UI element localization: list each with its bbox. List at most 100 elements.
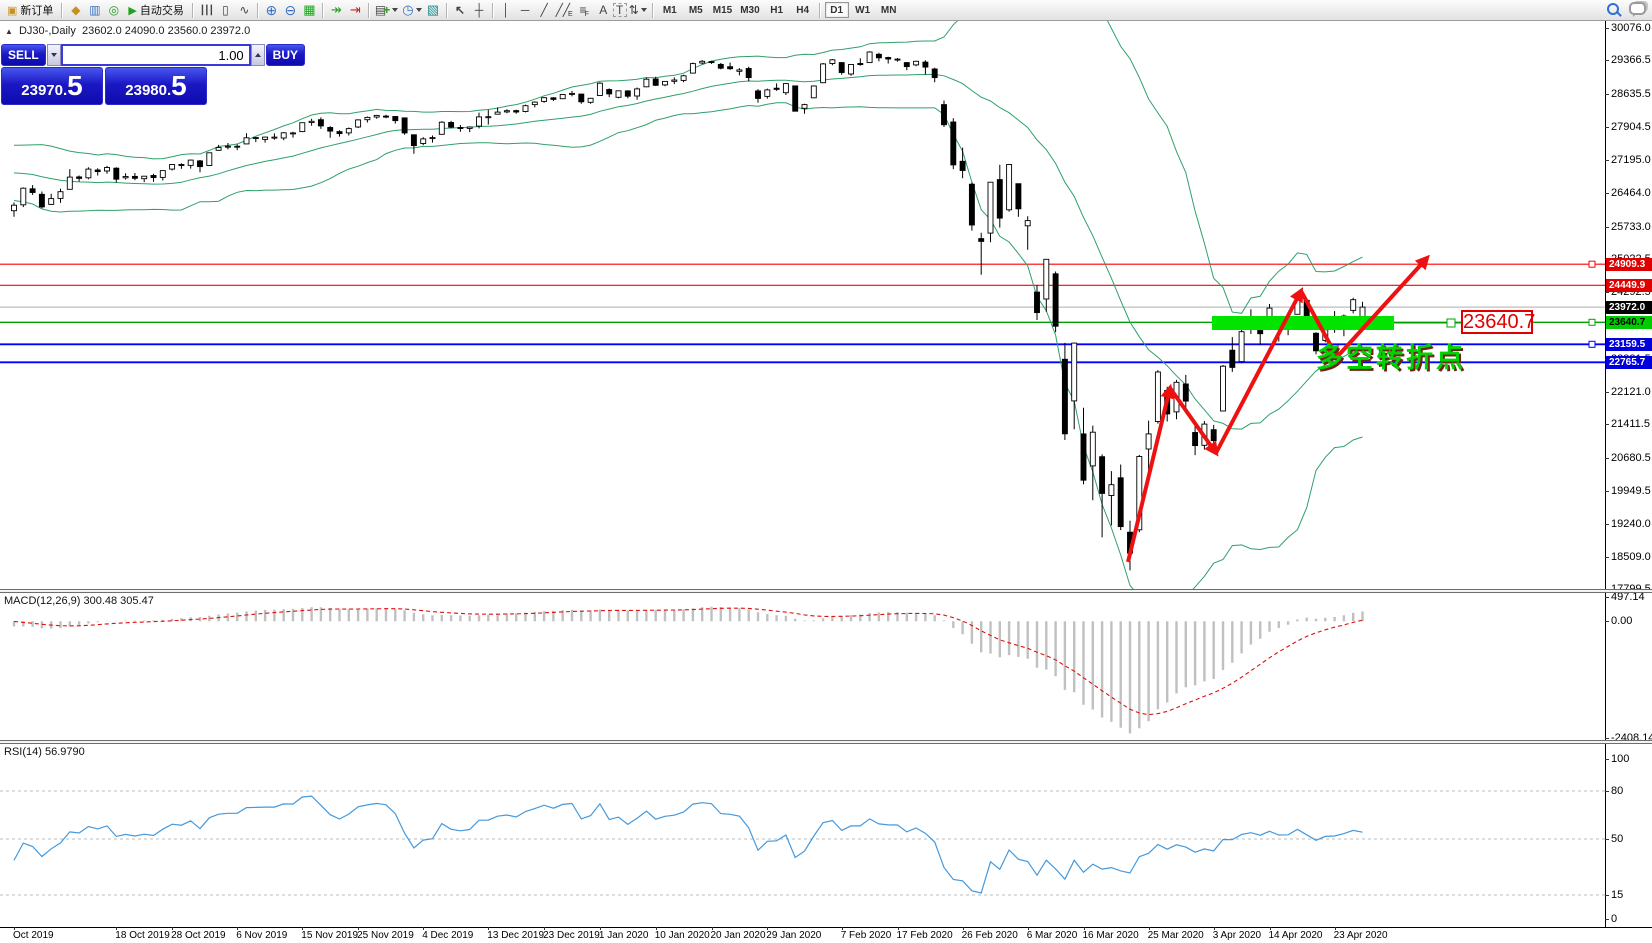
volume-increase-button[interactable] xyxy=(250,44,265,66)
ticket-icon[interactable]: ◆ xyxy=(66,1,85,19)
buy-price-button[interactable]: 23980. 5 xyxy=(105,67,207,105)
new-order-button[interactable]: ▣ 新订单 xyxy=(2,1,58,19)
indicators-button[interactable]: ▤ + xyxy=(373,1,400,19)
price-tick-mark xyxy=(1605,424,1609,426)
line-handle[interactable] xyxy=(1588,260,1596,268)
buy-price-big-digit: 5 xyxy=(171,70,187,101)
line-handle[interactable] xyxy=(1588,340,1596,348)
tile-windows-icon[interactable]: ▦ xyxy=(300,1,319,19)
price-tick-mark xyxy=(1605,226,1609,228)
fibonacci-tool-icon[interactable]: ≡ F xyxy=(575,1,594,19)
divider xyxy=(321,2,324,18)
price-tick-mark xyxy=(1605,457,1609,459)
autotrading-button[interactable]: ▶ 自动交易 xyxy=(123,1,188,19)
triangle-down-icon xyxy=(50,53,57,57)
price-tick-mark xyxy=(1605,556,1609,558)
timeframe-mn[interactable]: MN xyxy=(877,2,901,18)
date-tick-label: 6 Nov 2019 xyxy=(236,930,288,941)
rsi-tick-mark xyxy=(1605,759,1609,760)
crosshair-icon[interactable]: ┼ xyxy=(470,1,489,19)
rsi-tick-label: 100 xyxy=(1611,753,1630,765)
search-icon[interactable] xyxy=(1607,2,1619,15)
buy-button[interactable]: BUY xyxy=(265,44,306,66)
timeframe-m1[interactable]: M1 xyxy=(658,2,682,18)
date-tick-label: 17 Feb 2020 xyxy=(896,930,953,941)
label-tool-icon[interactable]: T xyxy=(612,3,627,17)
date-tick-label: 29 Jan 2020 xyxy=(766,930,822,941)
sell-button[interactable]: SELL xyxy=(1,44,46,66)
trendline-tool-icon[interactable]: ╱ xyxy=(535,1,554,19)
line-handle[interactable] xyxy=(1588,318,1596,326)
date-tick-label: Oct 2019 xyxy=(13,930,54,941)
auto-scroll-icon[interactable]: ↠ xyxy=(327,1,346,19)
divider xyxy=(651,2,654,18)
rsi-tick-label: 0 xyxy=(1611,913,1618,925)
horizontal-line-tool-icon[interactable]: ─ xyxy=(516,1,535,19)
support-zone[interactable] xyxy=(1212,316,1394,330)
connector-handle[interactable] xyxy=(1446,318,1456,328)
date-tick-mark xyxy=(1213,927,1215,930)
date-tick-label: 15 Nov 2019 xyxy=(301,930,359,941)
date-tick-mark xyxy=(841,927,843,930)
volume-stepper xyxy=(46,44,265,66)
divider xyxy=(491,2,494,18)
new-order-label: 新订单 xyxy=(20,5,54,17)
one-click-panel: SELL BUY 23970.5 23980.5 xyxy=(1,44,306,105)
date-tick-label: 14 Apr 2020 xyxy=(1268,930,1323,941)
rsi-tick-label: 15 xyxy=(1611,889,1624,901)
date-tick-label: 28 Oct 2019 xyxy=(171,930,226,941)
arrows-tool-button[interactable]: ⇅ xyxy=(627,1,649,19)
divider xyxy=(818,2,821,18)
channel-tool-icon[interactable]: ╱╱ E xyxy=(554,1,575,19)
line-chart-icon[interactable]: ∿ xyxy=(235,1,254,19)
vertical-line-tool-icon[interactable]: │ xyxy=(497,1,516,19)
symbol-marker-icon: ▲ xyxy=(5,27,13,36)
signal-icon[interactable]: ◎ xyxy=(104,1,123,19)
chart-shift-icon[interactable]: ⇥ xyxy=(346,1,365,19)
timeframe-h1[interactable]: H1 xyxy=(765,2,789,18)
template-icon[interactable]: ▧ xyxy=(424,1,443,19)
market-watch-icon[interactable]: ▥ xyxy=(85,1,104,19)
panel-separator-macd[interactable] xyxy=(0,589,1652,593)
price-tick-mark xyxy=(1605,523,1609,525)
volume-decrease-button[interactable] xyxy=(46,44,61,66)
zoom-out-icon[interactable]: ⊖ xyxy=(281,1,300,19)
timeframe-m30[interactable]: M30 xyxy=(737,2,762,18)
rsi-tick-label: 80 xyxy=(1611,785,1624,797)
zoom-in-icon[interactable]: ⊕ xyxy=(262,1,281,19)
date-tick-mark xyxy=(237,927,239,930)
rsi-tick-mark xyxy=(1605,919,1609,920)
macd-indicator xyxy=(12,606,1364,734)
date-tick-mark xyxy=(1334,927,1336,930)
price-level-label[interactable]: 23640.7 xyxy=(1461,310,1536,334)
annotation-text[interactable]: 多空转折点 xyxy=(1316,343,1466,373)
timeframe-m5[interactable]: M5 xyxy=(684,2,708,18)
volume-input[interactable] xyxy=(60,44,251,66)
sell-price-button[interactable]: 23970. 5 xyxy=(1,67,103,105)
timeframe-d1[interactable]: D1 xyxy=(824,2,849,18)
arrows-icon: ⇅ xyxy=(628,3,639,17)
text-tool-icon[interactable]: A xyxy=(594,1,613,19)
timeframe-w1[interactable]: W1 xyxy=(851,2,875,18)
date-axis-line xyxy=(0,927,1652,928)
rsi-tick-label: 50 xyxy=(1611,833,1624,845)
macd-tick-mark xyxy=(1605,621,1609,623)
price-tick-label: 18509.0 xyxy=(1611,550,1651,563)
trend-zigzag-arrows[interactable] xyxy=(1126,254,1430,563)
price-tick-mark xyxy=(1605,159,1609,161)
price-badge: 22765.7 xyxy=(1606,355,1652,369)
divider xyxy=(445,2,448,18)
timeframe-h4[interactable]: H4 xyxy=(791,2,815,18)
price-tick-label: 22121.0 xyxy=(1611,385,1651,398)
timeframe-m15[interactable]: M15 xyxy=(710,2,735,18)
price-badge: 24909.3 xyxy=(1606,257,1652,271)
chat-icon[interactable] xyxy=(1629,2,1646,17)
cursor-icon[interactable]: ↖ xyxy=(451,1,470,19)
candlestick-chart-icon[interactable]: ▯ xyxy=(216,1,235,19)
panel-separator-rsi[interactable] xyxy=(0,740,1652,744)
periods-button[interactable]: ◷ xyxy=(400,1,423,19)
date-tick-label: 1 Jan 2020 xyxy=(598,930,649,941)
macd-tick-label: 497.14 xyxy=(1611,591,1645,604)
bar-chart-icon[interactable]: ┃┃┃ xyxy=(197,1,216,19)
